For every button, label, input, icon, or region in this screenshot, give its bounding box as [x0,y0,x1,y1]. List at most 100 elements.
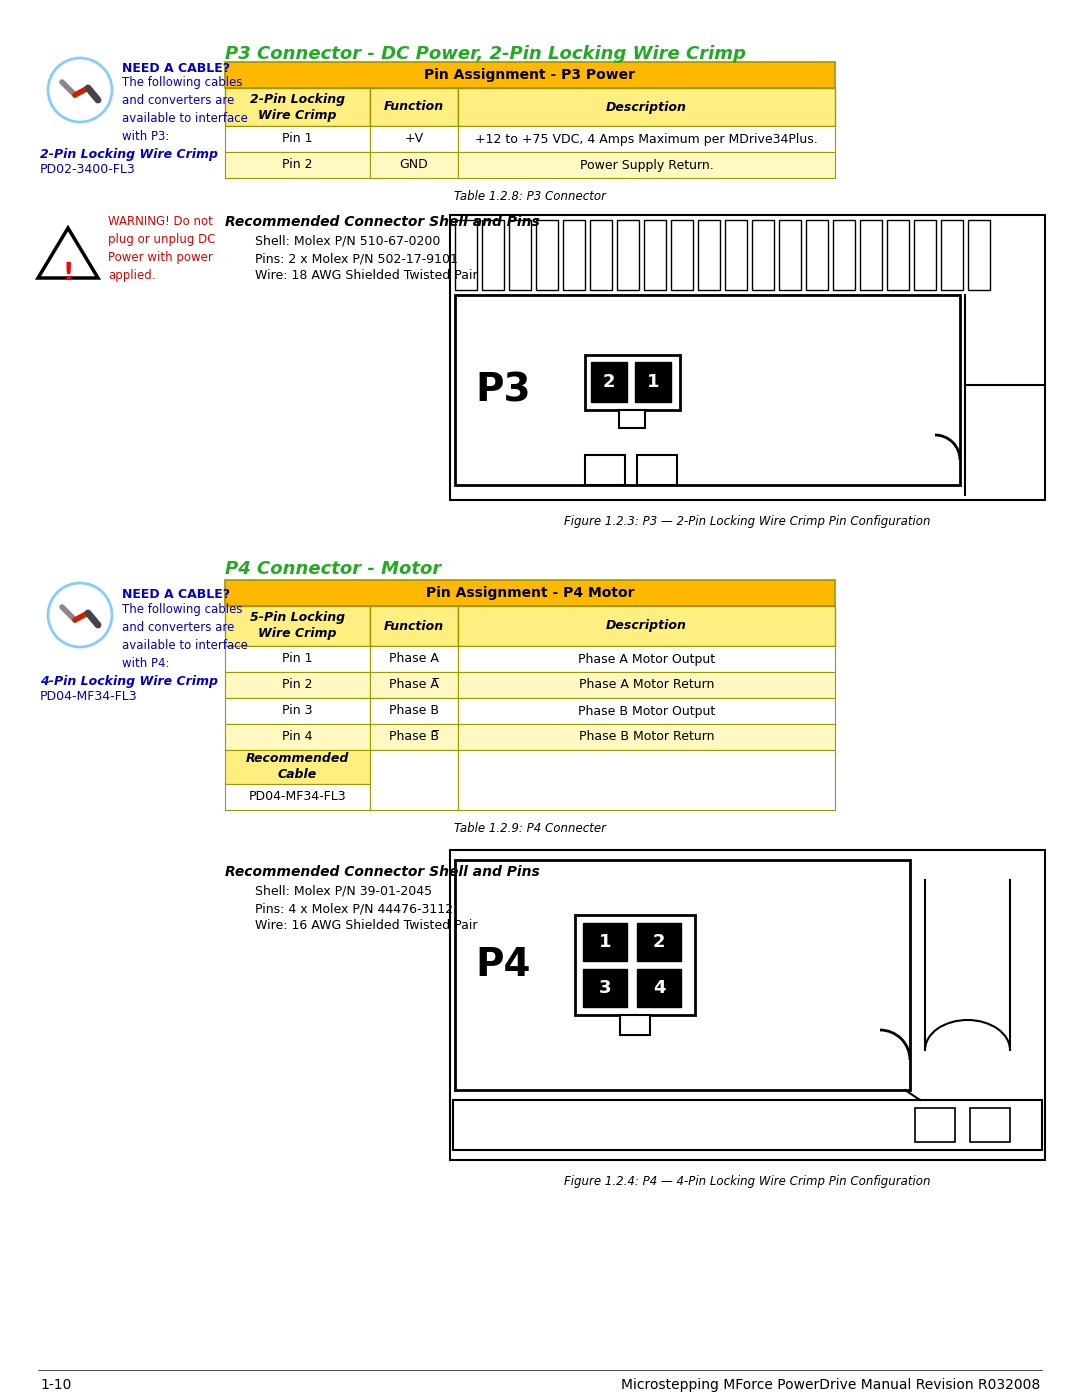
Bar [914,219,936,291]
Bar [370,152,458,177]
Bar [860,219,882,291]
Bar [591,362,627,402]
Text: Wire: 18 AWG Shielded Twisted Pair: Wire: 18 AWG Shielded Twisted Pair [255,270,477,282]
Text: Shell: Molex P/N 39-01-2045: Shell: Molex P/N 39-01-2045 [255,886,432,898]
Bar [458,88,835,126]
Bar [968,219,990,291]
Text: Table 1.2.8: P3 Connector: Table 1.2.8: P3 Connector [454,190,606,203]
Bar [509,219,531,291]
Bar [450,849,1045,1160]
Bar [455,219,477,291]
Text: Phase A̅: Phase A̅ [389,679,438,692]
Text: Phase A: Phase A [389,652,438,665]
Bar [225,645,370,672]
Text: P3: P3 [475,372,530,409]
Bar [370,606,458,645]
Bar [585,355,680,409]
Bar [619,409,645,427]
Bar [637,970,681,1007]
Bar [458,126,835,152]
Bar [455,861,910,1090]
Bar [575,915,696,1016]
Text: Pin 4: Pin 4 [282,731,313,743]
Text: Pin 2: Pin 2 [282,158,313,172]
Bar [635,362,671,402]
Text: 4-Pin Locking Wire Crimp: 4-Pin Locking Wire Crimp [40,675,218,687]
Text: Pin Assignment - P3 Power: Pin Assignment - P3 Power [424,68,635,82]
Text: Phase B: Phase B [389,704,438,718]
Text: Function: Function [383,619,444,633]
Text: Microstepping MForce PowerDrive Manual Revision R032008: Microstepping MForce PowerDrive Manual R… [621,1377,1040,1391]
Bar [563,219,585,291]
Text: The following cables
and converters are
available to interface
with P4:: The following cables and converters are … [122,604,248,671]
Text: 3: 3 [598,979,611,997]
Bar [225,672,370,698]
Text: Pin 3: Pin 3 [282,704,313,718]
Text: Recommended
Cable: Recommended Cable [246,753,349,781]
Text: Wire: 16 AWG Shielded Twisted Pair: Wire: 16 AWG Shielded Twisted Pair [255,919,477,932]
Text: Function: Function [383,101,444,113]
Bar [225,580,835,606]
Text: P4: P4 [475,946,530,983]
Bar [583,923,627,961]
Text: Description: Description [606,101,687,113]
Text: Table 1.2.9: P4 Connecter: Table 1.2.9: P4 Connecter [454,821,606,835]
Bar [644,219,666,291]
Bar [620,1016,650,1035]
Bar [752,219,774,291]
Bar [225,784,370,810]
Bar [458,672,835,698]
Text: 4: 4 [652,979,665,997]
Bar [637,455,677,485]
Text: Description: Description [606,619,687,633]
Text: NEED A CABLE?: NEED A CABLE? [122,61,230,75]
Text: Recommended Connector Shell and Pins: Recommended Connector Shell and Pins [225,865,540,879]
Bar [370,645,458,672]
Text: P3 Connector - DC Power, 2-Pin Locking Wire Crimp: P3 Connector - DC Power, 2-Pin Locking W… [225,45,746,63]
Text: Pin 1: Pin 1 [282,133,313,145]
Bar [450,215,1045,500]
Bar [455,295,960,485]
Text: Pins: 2 x Molex P/N 502-17-9101: Pins: 2 x Molex P/N 502-17-9101 [255,251,458,265]
Bar [583,970,627,1007]
Text: 2-Pin Locking Wire Crimp: 2-Pin Locking Wire Crimp [40,148,218,161]
Bar [671,219,693,291]
Text: 2-Pin Locking
Wire Crimp: 2-Pin Locking Wire Crimp [249,92,346,122]
Text: WARNING! Do not
plug or unplug DC
Power with power
applied.: WARNING! Do not plug or unplug DC Power … [108,215,216,282]
Text: Pin Assignment - P4 Motor: Pin Assignment - P4 Motor [426,585,634,599]
Bar [725,219,747,291]
Bar [370,88,458,126]
Text: PD04-MF34-FL3: PD04-MF34-FL3 [40,690,137,703]
Bar [225,61,835,88]
Bar [370,724,458,750]
Bar [458,606,835,645]
Bar [225,126,370,152]
Bar [458,750,835,810]
Bar [637,923,681,961]
Bar [458,152,835,177]
Text: !: ! [63,261,73,285]
Bar [806,219,828,291]
Text: GND: GND [400,158,429,172]
Text: Shell: Molex P/N 510-67-0200: Shell: Molex P/N 510-67-0200 [255,235,441,249]
Text: PD02-3400-FL3: PD02-3400-FL3 [40,163,136,176]
Bar [370,750,458,810]
Text: The following cables
and converters are
available to interface
with P3:: The following cables and converters are … [122,75,248,142]
Text: Pins: 4 x Molex P/N 44476-3112: Pins: 4 x Molex P/N 44476-3112 [255,902,453,915]
Text: 2: 2 [603,373,616,391]
Text: 1: 1 [598,933,611,951]
Bar [370,126,458,152]
Polygon shape [38,228,98,278]
Bar [370,698,458,724]
Text: Phase A Motor Output: Phase A Motor Output [578,652,715,665]
Bar [225,724,370,750]
Bar [617,219,639,291]
Bar [458,724,835,750]
Bar [887,219,909,291]
Bar [482,219,504,291]
Bar [536,219,558,291]
Bar [585,455,625,485]
Bar [833,219,855,291]
Bar [915,1108,955,1141]
Text: Figure 1.2.4: P4 — 4-Pin Locking Wire Crimp Pin Configuration: Figure 1.2.4: P4 — 4-Pin Locking Wire Cr… [564,1175,931,1187]
